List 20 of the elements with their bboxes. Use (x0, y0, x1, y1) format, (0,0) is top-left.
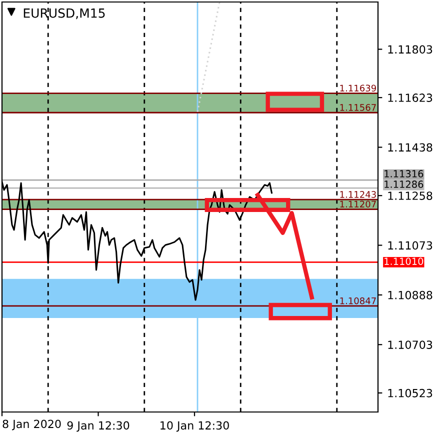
chart-title: EURUSD,M15 (24, 8, 105, 20)
ref-line-label: 1.10847 (340, 297, 376, 304)
ref-line-label: 1.11639 (340, 84, 376, 92)
y-tick-label: 1.10523 (388, 388, 432, 398)
y-tick-label: 1.11438 (388, 143, 432, 152)
x-tick-label: 10 Jan 12:30 (160, 421, 229, 432)
ref-line-label: 1.11207 (340, 200, 376, 208)
x-tick-label: 9 Jan 12:30 (67, 421, 130, 432)
ref-line-label: 1.11243 (340, 191, 376, 198)
ref-line-label: 1.11316 (384, 170, 424, 178)
text: 8 Jan 2020 (2, 420, 61, 430)
y-tick-label: 1.10703 (388, 340, 432, 349)
ref-line-label: 1.11286 (384, 180, 424, 188)
ref-line-label: 1.11567 (340, 104, 376, 111)
y-tick-label: 1.11623 (388, 94, 432, 102)
y-tick-label: 1.11803 (388, 45, 432, 54)
ref-line-label: 1.11010 (384, 258, 424, 265)
y-tick-label: 1.10888 (388, 290, 432, 300)
y-tick-label: 1.11073 (388, 241, 432, 250)
y-tick-label: 1.11258 (388, 192, 432, 200)
